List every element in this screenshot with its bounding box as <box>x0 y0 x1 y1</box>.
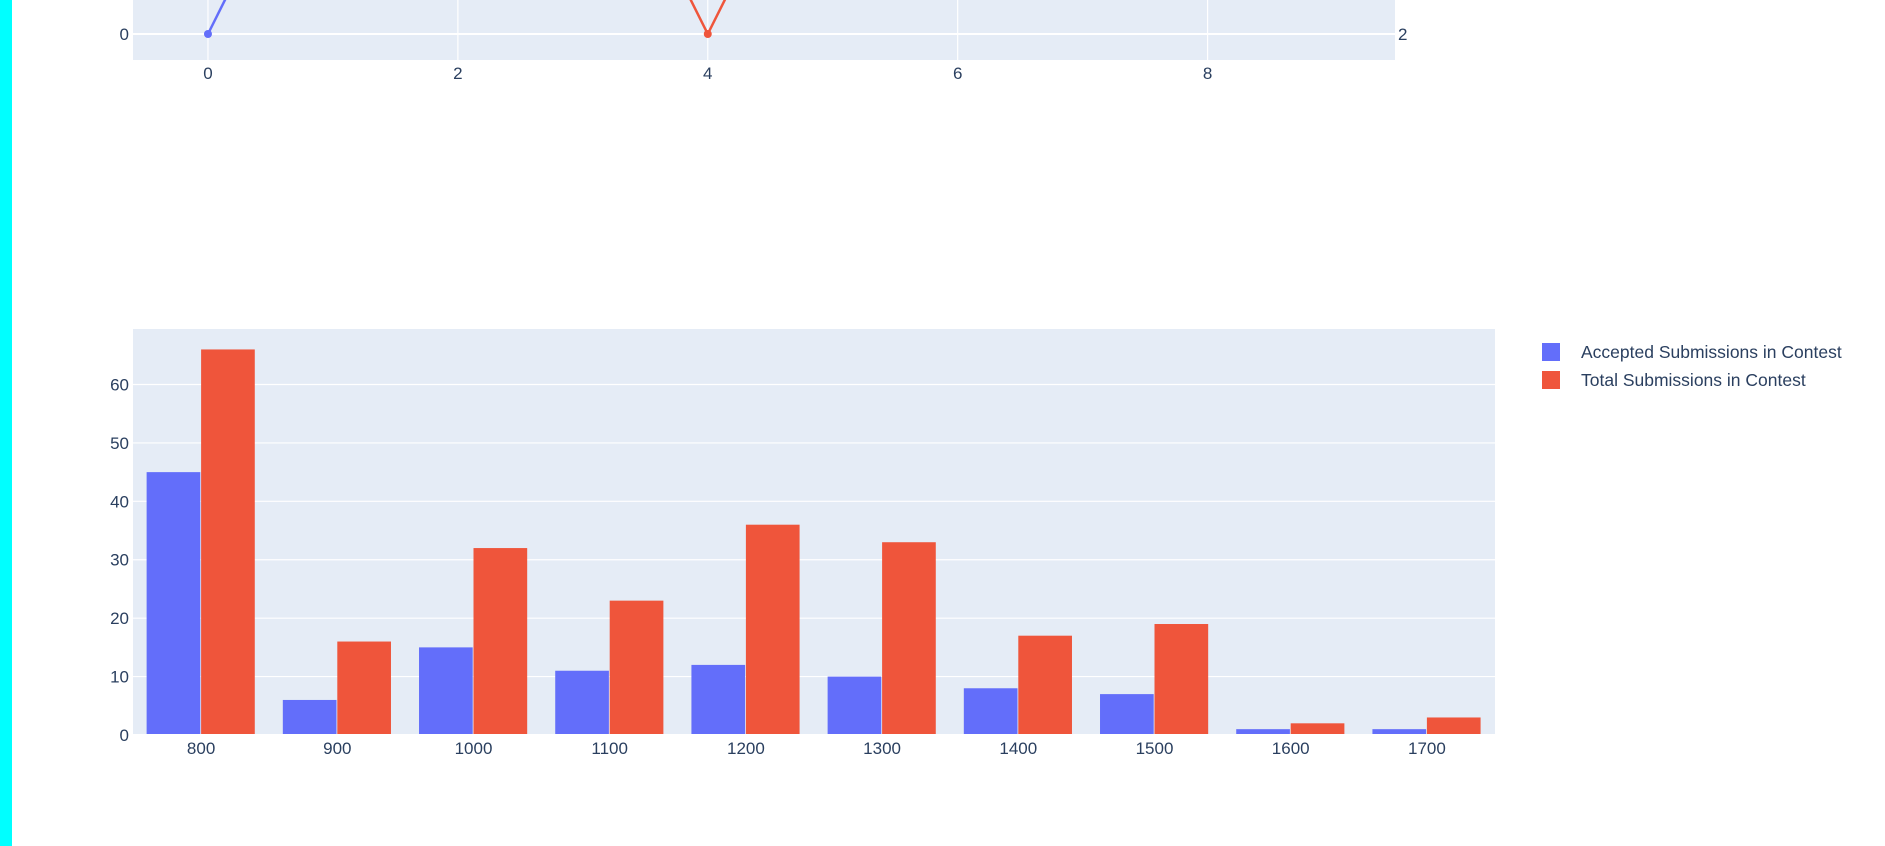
legend-label: Accepted Submissions in Contest <box>1581 342 1842 362</box>
bar-chart-x-tick-label: 1200 <box>727 739 765 758</box>
line-chart-x-tick-label: 8 <box>1203 64 1212 83</box>
left-accent-strip <box>0 0 12 846</box>
line-chart-x-tick-label: 2 <box>453 64 462 83</box>
bar-accepted-800[interactable] <box>146 472 201 735</box>
legend-label: Total Submissions in Contest <box>1581 370 1806 390</box>
line-chart-plot-area <box>133 0 1395 60</box>
bar-chart-y-tick-label: 60 <box>110 375 129 394</box>
bar-total-1000[interactable] <box>473 548 528 735</box>
line-chart-y-tick-label: 0 <box>120 25 129 44</box>
bar-total-1300[interactable] <box>882 542 936 735</box>
bar-accepted-1200[interactable] <box>691 664 746 735</box>
bar-total-1400[interactable] <box>1018 635 1072 735</box>
bar-chart-x-tick-label: 1400 <box>999 739 1037 758</box>
bar-chart-x-tick-label: 1000 <box>455 739 493 758</box>
bar-chart-y-tick-label: 10 <box>110 668 129 687</box>
bar-chart-bars <box>133 349 1495 736</box>
bar-accepted-1400[interactable] <box>963 688 1018 735</box>
bar-chart-y-tick-label: 40 <box>110 492 129 511</box>
line-chart-x-tick-label: 6 <box>953 64 962 83</box>
bar-accepted-1600[interactable] <box>1236 729 1290 735</box>
bar-chart-y-tick-labels: 0 10 20 30 40 50 60 <box>110 375 129 745</box>
bar-chart-x-tick-labels: 800 900 1000 1100 1200 1300 1400 1500 1600 1700 <box>187 739 1446 758</box>
bar-accepted-1000[interactable] <box>419 647 473 735</box>
bar-accepted-1300[interactable] <box>827 676 882 735</box>
bar-total-1600[interactable] <box>1290 723 1345 735</box>
bar-chart-gridlines <box>133 383 1495 678</box>
bar-chart-y-tick-label: 0 <box>120 726 129 745</box>
bar-total-800[interactable] <box>201 349 255 735</box>
bar-chart-x-tick-label: 800 <box>187 739 215 758</box>
bar-chart: 0 10 20 30 40 50 60 800 900 1000 1100 1200 1300 1400… <box>110 329 1495 758</box>
line-series-1-point <box>203 30 212 38</box>
bar-total-1700[interactable] <box>1426 717 1481 735</box>
bar-chart-y-tick-label: 20 <box>110 609 129 628</box>
bar-total-1200[interactable] <box>745 524 800 735</box>
bar-chart-x-tick-label: 1600 <box>1272 739 1310 758</box>
bar-total-1500[interactable] <box>1154 624 1209 735</box>
bar-chart-x-tick-label: 1500 <box>1136 739 1174 758</box>
legend-item-accepted[interactable]: Accepted Submissions in Contest <box>1542 342 1842 362</box>
line-chart-y2-tick-label: 2 <box>1398 25 1407 44</box>
bar-chart-y-tick-label: 50 <box>110 434 129 453</box>
bar-accepted-900[interactable] <box>282 699 337 735</box>
bar-chart-x-tick-label: 1700 <box>1408 739 1446 758</box>
bar-chart-y-tick-label: 30 <box>110 551 129 570</box>
line-series-2-point <box>703 30 712 38</box>
line-chart-x-tick-label: 0 <box>203 64 212 83</box>
line-chart-series <box>203 0 727 38</box>
bar-chart-x-tick-label: 1100 <box>591 739 628 758</box>
legend-item-total[interactable]: Total Submissions in Contest <box>1542 370 1806 390</box>
bar-chart-legend[interactable]: Accepted Submissions in Contest Total Sub… <box>1542 342 1842 390</box>
bar-chart-x-tick-label: 1300 <box>863 739 901 758</box>
bar-chart-x-tick-label: 900 <box>323 739 351 758</box>
bar-accepted-1500[interactable] <box>1100 694 1154 735</box>
line-chart-x-tick-labels: 0 2 4 6 8 <box>203 64 1212 83</box>
bar-total-1100[interactable] <box>609 600 664 735</box>
line-series-1 <box>206 0 227 35</box>
bar-accepted-1700[interactable] <box>1372 729 1427 735</box>
line-chart-x-tick-label: 4 <box>703 64 712 83</box>
legend-swatch <box>1542 371 1560 389</box>
bar-accepted-1100[interactable] <box>555 670 609 735</box>
bar-total-900[interactable] <box>337 641 391 735</box>
legend-swatch <box>1542 343 1560 361</box>
